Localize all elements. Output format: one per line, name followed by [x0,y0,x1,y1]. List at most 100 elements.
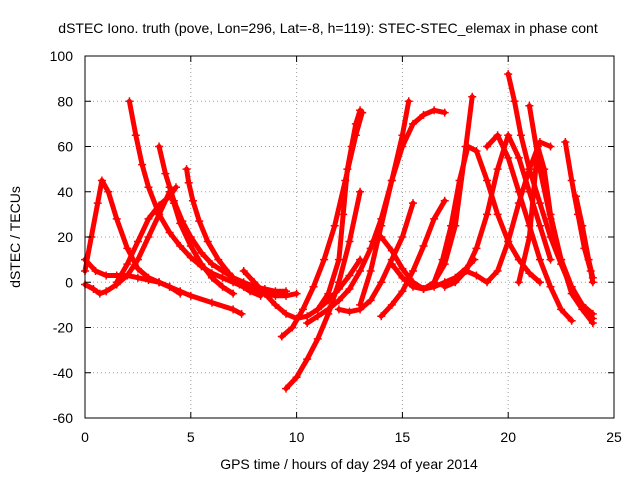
data-point [451,278,460,287]
data-point [525,233,534,241]
y-axis-title: dSTEC / TECUs [7,186,23,288]
data-point [165,228,174,237]
data-point [440,196,449,205]
data-point [510,97,519,106]
data-point [144,233,153,241]
data-point [97,176,106,185]
data-point [525,101,534,110]
data-point [203,237,212,246]
data-point [197,248,206,257]
data-point [218,282,227,291]
data-point [144,183,153,192]
data-point [516,131,525,140]
series-line [573,193,596,281]
data-point [588,314,597,323]
chart-title: dSTEC Iono. truth (pove, Lon=296, Lat=-8… [58,20,598,36]
x-tick-label: 10 [289,429,305,445]
y-tick-label: 80 [57,93,73,109]
data-point [404,97,413,106]
data-point [472,147,481,156]
data-point [229,289,238,298]
series-arc-m [313,106,365,314]
data-point [133,264,142,273]
data-point [377,221,386,230]
data-point [546,142,555,151]
data-point [277,332,286,341]
data-point [366,244,375,253]
data-point [408,119,417,128]
data-point [419,110,428,119]
data-point [468,92,477,101]
data-point [351,119,360,128]
data-point [430,278,439,287]
data-point [514,153,523,162]
y-tick-label: 100 [50,48,74,64]
data-point [557,305,566,314]
series-line [184,166,264,299]
data-point [320,255,329,264]
data-point [588,273,597,282]
data-point [345,271,354,280]
data-point [197,260,206,269]
data-point [514,278,523,287]
data-point [493,131,502,140]
data-point [165,183,174,192]
data-point [176,219,185,228]
data-point [313,312,322,321]
data-point [387,260,396,269]
data-point [112,214,121,223]
data-point [303,318,312,327]
data-point [93,199,102,208]
data-point [561,137,570,146]
data-point [102,287,111,296]
data-point [483,142,492,151]
data-point [207,298,216,307]
data-point [186,291,195,300]
series-line [431,144,543,285]
data-point [155,142,164,151]
data-point [377,312,386,321]
data-point [207,260,216,269]
data-point [214,255,223,264]
series-line [283,189,363,392]
series-arc-aa [571,192,597,282]
data-point [535,165,544,174]
data-point [366,296,375,305]
data-point [430,214,439,223]
data-point [525,269,534,278]
data-point [184,178,193,187]
data-point [578,300,587,309]
data-point [144,275,153,284]
data-point [334,305,343,314]
data-point [155,278,164,287]
data-point [398,142,407,151]
data-point [398,287,407,296]
data-point [535,221,544,230]
data-point [195,217,204,226]
y-tick-label: -40 [53,365,73,381]
data-point [493,210,502,219]
series-arc-q [377,196,449,321]
data-point [438,255,447,264]
data-point [339,210,348,219]
data-point [123,260,132,269]
data-point [324,289,333,298]
data-point [347,142,356,151]
data-point [440,108,449,117]
data-point [546,255,555,264]
x-tick-label: 5 [187,429,195,445]
data-point [186,242,195,251]
data-point [260,289,269,298]
data-point [207,273,216,282]
data-point [95,289,104,298]
y-tick-label: 20 [57,229,73,245]
data-point [419,242,428,251]
data-point [309,282,318,291]
data-point [535,199,544,208]
data-point [345,237,354,246]
data-point [292,289,301,298]
data-point [345,285,354,294]
series-arc-s [430,142,544,287]
data-point [493,266,502,275]
series-line [516,144,596,326]
